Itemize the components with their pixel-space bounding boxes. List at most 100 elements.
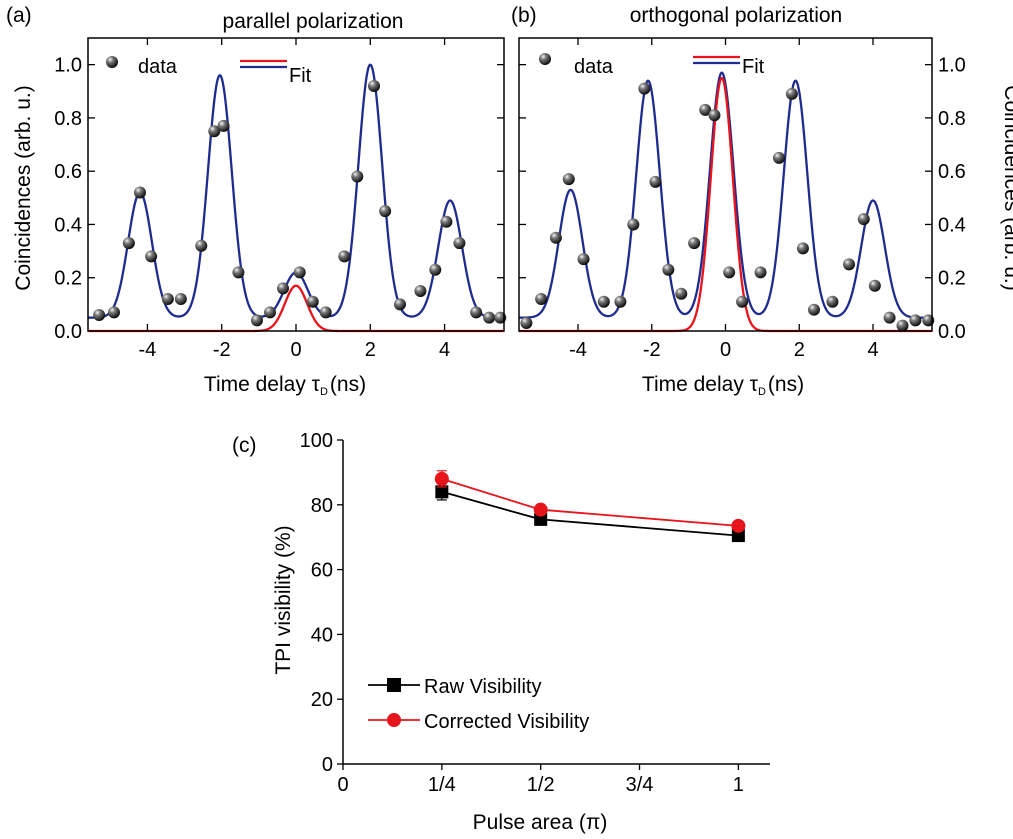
data-point bbox=[351, 170, 364, 183]
data-point bbox=[145, 250, 158, 263]
x-tick-label: -2 bbox=[643, 339, 661, 361]
panel-c-series-layer bbox=[434, 470, 746, 543]
x-tick-label: 1 bbox=[733, 774, 744, 796]
data-point bbox=[134, 186, 146, 199]
x-tick-label: -4 bbox=[569, 339, 587, 361]
panel-a-y-tick-labels: 0.0 0.2 0.4 0.6 0.8 1.0 bbox=[54, 55, 82, 343]
data-point bbox=[434, 471, 449, 486]
data-point bbox=[708, 109, 721, 122]
data-point bbox=[843, 258, 856, 271]
data-point bbox=[533, 502, 548, 517]
data-point bbox=[808, 303, 820, 316]
panel-b-legend: data Fit bbox=[539, 53, 765, 78]
panel-label-b: (b) bbox=[511, 4, 537, 27]
panel-c-legend: Raw Visibility Corrected Visibility bbox=[368, 676, 589, 733]
data-point bbox=[277, 282, 289, 295]
panel-a-x-axis-label: Time delay τD(ns) bbox=[204, 373, 366, 398]
x-tick-label: 1/2 bbox=[527, 774, 555, 796]
data-point bbox=[627, 218, 640, 231]
data-point bbox=[785, 87, 798, 100]
data-point bbox=[174, 293, 187, 306]
panel-c-y-tick-labels: 0 20 40 60 80 100 bbox=[300, 430, 333, 776]
panel-c-axes bbox=[342, 440, 770, 765]
data-point bbox=[338, 250, 351, 263]
panel-c: (c) TPI visibility (%) Pulse area (π) 0 1… bbox=[232, 430, 770, 834]
y-tick-label: 0.0 bbox=[938, 321, 966, 343]
y-tick-label: 80 bbox=[311, 495, 333, 517]
panel-label-a: (a) bbox=[6, 4, 32, 27]
data-point bbox=[453, 237, 466, 250]
y-tick-label: 0.2 bbox=[938, 268, 966, 290]
y-tick-label: 100 bbox=[300, 430, 333, 452]
data-point bbox=[217, 119, 230, 132]
data-point bbox=[535, 293, 548, 306]
data-point bbox=[909, 314, 922, 327]
panel-c-y-axis-label: TPI visibility (%) bbox=[272, 525, 295, 674]
data-point bbox=[208, 125, 221, 138]
data-point bbox=[562, 173, 575, 186]
panel-a-y-axis-label: Coincidences (arb. u.) bbox=[12, 85, 35, 290]
panel-b-frame bbox=[518, 37, 933, 332]
x-tick-label: 4 bbox=[867, 339, 878, 361]
y-tick-label: 0.6 bbox=[938, 161, 966, 183]
panel-b-ticks bbox=[519, 38, 932, 332]
data-point bbox=[483, 311, 496, 324]
legend-data-label: data bbox=[574, 56, 614, 78]
panel-b-blue-fit-layer bbox=[518, 71, 933, 319]
x-tick-label: -2 bbox=[213, 339, 231, 361]
blue-fit-curve bbox=[87, 63, 505, 319]
y-tick-label: 1.0 bbox=[938, 55, 966, 77]
legend-fit-label: Fit bbox=[289, 65, 312, 87]
data-point bbox=[251, 314, 263, 327]
panel-a-legend: data Fit bbox=[106, 56, 312, 87]
data-point bbox=[597, 295, 610, 308]
data-point bbox=[440, 215, 453, 228]
legend-data-marker bbox=[106, 56, 118, 68]
data-point bbox=[319, 306, 332, 319]
x-tick-label: 1/4 bbox=[428, 774, 456, 796]
panel-b-y-axis-label: Coincidences (arb. u.) bbox=[1000, 85, 1013, 290]
data-point bbox=[577, 253, 590, 266]
data-point bbox=[662, 263, 675, 276]
y-tick-label: 0.8 bbox=[54, 108, 82, 130]
y-tick-label: 0 bbox=[322, 754, 333, 776]
legend-data-label: data bbox=[138, 56, 178, 78]
x-tick-label: 2 bbox=[365, 339, 376, 361]
data-point bbox=[470, 306, 483, 319]
data-point bbox=[93, 309, 106, 322]
x-tick-label: 2 bbox=[794, 339, 805, 361]
panel-a: (a) parallel polarization Coincidences (… bbox=[6, 4, 507, 398]
x-tick-label: 0 bbox=[290, 339, 301, 361]
data-point bbox=[883, 311, 896, 324]
data-point bbox=[549, 231, 562, 244]
panel-a-data-points bbox=[93, 79, 507, 327]
panel-b: (b) orthogonal polarization Coincidences… bbox=[511, 4, 1013, 398]
panel-a-blue-fit-layer bbox=[87, 63, 505, 319]
panel-b-title: orthogonal polarization bbox=[630, 4, 842, 27]
data-point bbox=[723, 266, 736, 279]
data-point bbox=[868, 279, 881, 292]
data-point bbox=[232, 266, 245, 279]
data-point bbox=[772, 151, 785, 164]
x-tick-label: 4 bbox=[439, 339, 450, 361]
legend-corrected-marker bbox=[387, 713, 401, 727]
panel-label-c: (c) bbox=[232, 434, 257, 457]
y-tick-label: 0.0 bbox=[54, 321, 82, 343]
data-point bbox=[520, 317, 533, 330]
panel-c-x-tick-labels: 0 1/4 1/2 3/4 1 bbox=[337, 774, 743, 796]
x-tick-label: -4 bbox=[139, 339, 157, 361]
panel-b-x-tick-labels: -4 -2 0 2 4 bbox=[569, 339, 878, 361]
data-point bbox=[264, 306, 276, 319]
data-point bbox=[379, 205, 392, 218]
legend-corrected-label: Corrected Visibility bbox=[424, 711, 589, 733]
panel-a-frame bbox=[87, 37, 505, 332]
data-point bbox=[896, 319, 909, 332]
y-tick-label: 0.2 bbox=[54, 268, 82, 290]
data-point bbox=[122, 237, 135, 250]
data-point bbox=[414, 285, 427, 298]
data-point bbox=[435, 485, 449, 499]
data-point bbox=[796, 242, 809, 255]
data-point bbox=[195, 239, 208, 252]
x-tick-label: 0 bbox=[720, 339, 731, 361]
